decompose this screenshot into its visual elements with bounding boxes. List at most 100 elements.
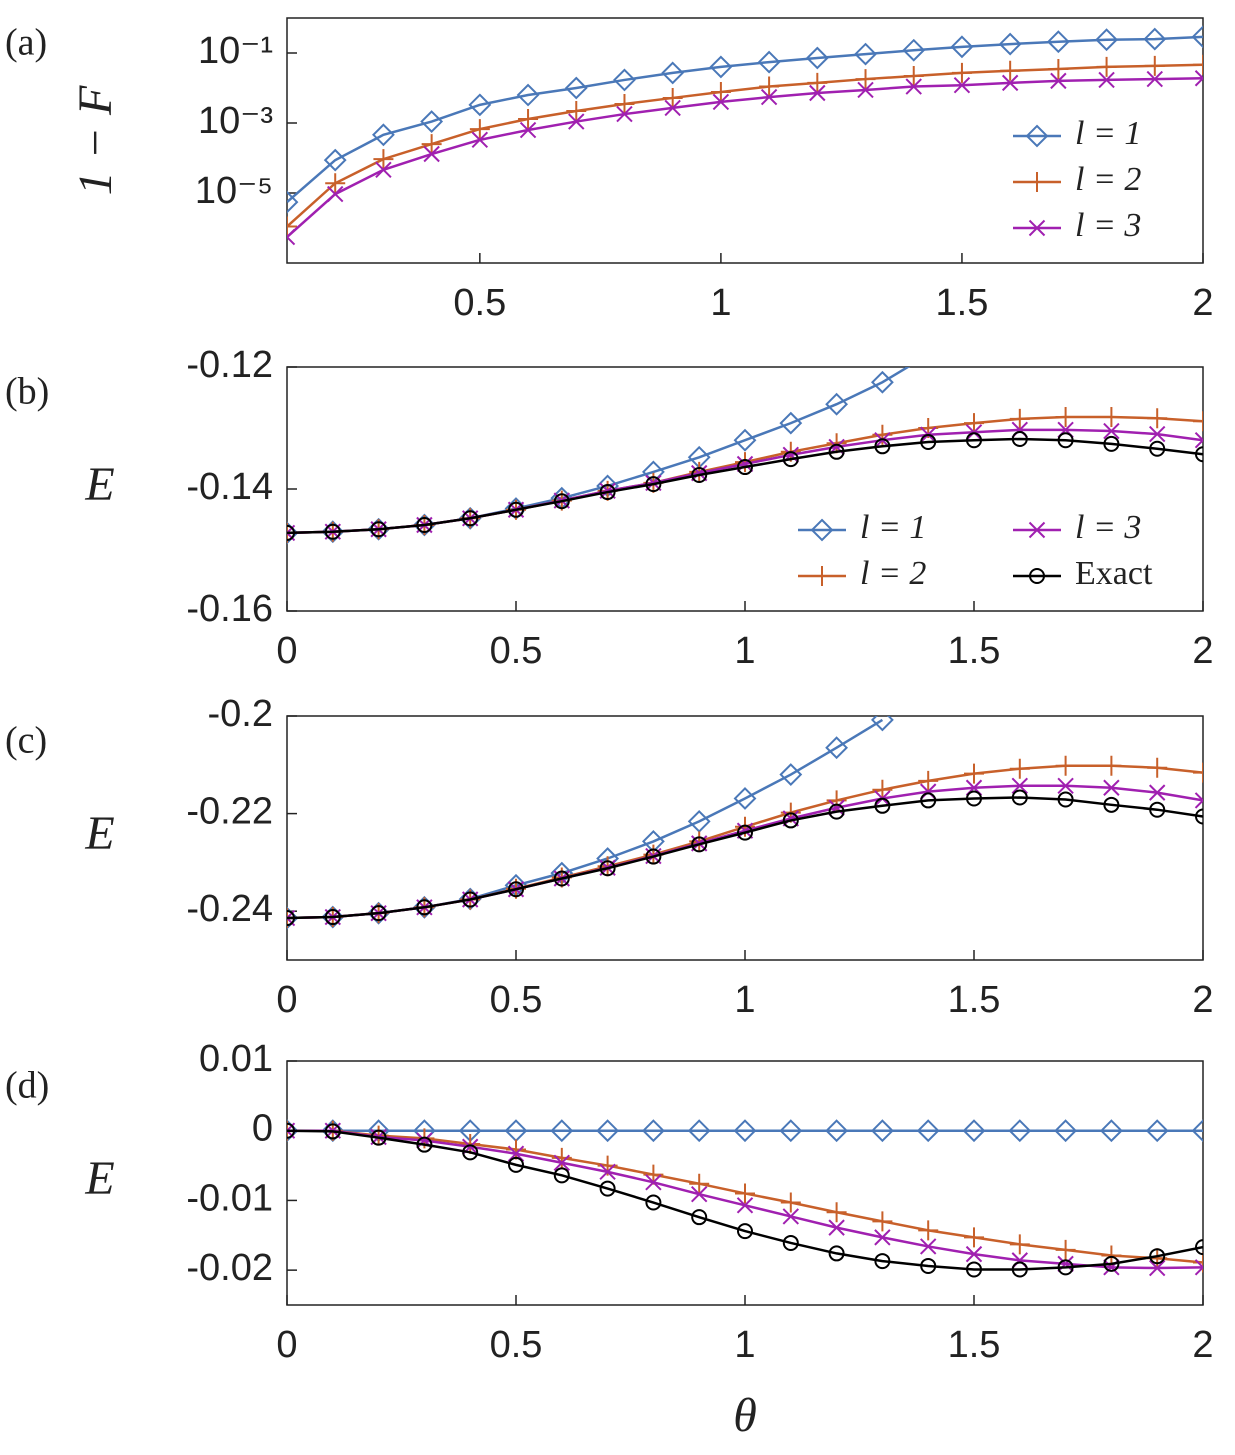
panel: (c) E 0 0.5 1 1.5 2 -0.24 -0.22 -0.2 bbox=[5, 693, 1214, 1021]
y-tick-label: -0.2 bbox=[208, 693, 273, 735]
marker bbox=[1194, 431, 1203, 449]
marker bbox=[826, 1202, 847, 1223]
marker bbox=[691, 466, 708, 483]
marker bbox=[468, 93, 492, 117]
marker bbox=[1057, 1255, 1074, 1273]
marker bbox=[508, 881, 524, 898]
marker bbox=[870, 716, 894, 732]
x-tick-label: 1 bbox=[710, 282, 731, 324]
marker bbox=[1193, 1252, 1203, 1273]
marker bbox=[902, 38, 926, 62]
marker bbox=[780, 1192, 801, 1213]
y-tick-label: -0.24 bbox=[186, 888, 273, 930]
marker bbox=[903, 66, 924, 87]
marker bbox=[689, 1173, 710, 1194]
marker bbox=[599, 860, 616, 877]
marker bbox=[1149, 801, 1166, 818]
marker bbox=[759, 76, 780, 97]
marker bbox=[324, 909, 341, 926]
marker bbox=[737, 1223, 753, 1240]
legend-label: l = 2 bbox=[1075, 161, 1141, 198]
marker bbox=[1009, 408, 1030, 429]
y-axis-label: E bbox=[84, 1152, 114, 1205]
marker bbox=[1057, 1259, 1074, 1276]
marker bbox=[964, 413, 984, 434]
marker bbox=[964, 763, 984, 784]
marker bbox=[471, 131, 489, 149]
panel-label: (b) bbox=[5, 371, 49, 413]
marker bbox=[1191, 1119, 1203, 1143]
marker bbox=[1144, 55, 1165, 76]
marker bbox=[1193, 411, 1203, 432]
marker bbox=[423, 145, 440, 163]
marker bbox=[564, 76, 588, 100]
marker bbox=[1148, 1259, 1166, 1277]
marker bbox=[324, 523, 341, 540]
series-line bbox=[287, 76, 1203, 239]
marker bbox=[828, 803, 845, 820]
marker bbox=[1147, 408, 1168, 429]
marker bbox=[662, 87, 683, 108]
marker bbox=[553, 493, 570, 510]
marker bbox=[953, 77, 971, 94]
x-tick-label: 1.5 bbox=[948, 1324, 1001, 1366]
marker bbox=[1101, 755, 1122, 776]
marker bbox=[1025, 124, 1049, 148]
marker bbox=[1148, 425, 1166, 443]
marker bbox=[287, 190, 299, 214]
marker bbox=[760, 88, 778, 106]
marker bbox=[1011, 777, 1029, 794]
marker bbox=[826, 433, 847, 454]
marker bbox=[854, 42, 877, 66]
marker bbox=[370, 905, 387, 922]
marker bbox=[506, 1139, 526, 1160]
marker bbox=[737, 459, 753, 476]
marker bbox=[1143, 27, 1167, 51]
marker bbox=[325, 173, 346, 194]
marker bbox=[735, 1183, 755, 1204]
marker bbox=[782, 812, 799, 829]
legend-label: l = 1 bbox=[860, 509, 926, 546]
marker bbox=[998, 32, 1022, 56]
marker bbox=[736, 1197, 754, 1214]
x-tick-label: 0.5 bbox=[453, 282, 506, 324]
y-axis-label: E bbox=[84, 458, 114, 511]
marker bbox=[857, 81, 874, 99]
marker bbox=[599, 484, 616, 501]
marker bbox=[508, 501, 524, 518]
y-tick-label: -0.22 bbox=[186, 791, 273, 833]
marker bbox=[782, 451, 799, 468]
marker bbox=[1099, 1119, 1123, 1143]
legend-label: l = 3 bbox=[1075, 509, 1141, 546]
marker bbox=[757, 50, 781, 74]
marker bbox=[323, 148, 347, 172]
marker bbox=[874, 438, 891, 455]
marker bbox=[1057, 791, 1074, 808]
marker bbox=[916, 1119, 940, 1143]
x-tick-label: 0 bbox=[276, 1324, 297, 1366]
marker bbox=[870, 370, 894, 394]
marker bbox=[1195, 446, 1203, 463]
x-tick-label: 2 bbox=[1192, 979, 1213, 1021]
y-tick-label: 10⁻⁵ bbox=[195, 170, 273, 212]
marker bbox=[825, 736, 849, 760]
marker bbox=[614, 93, 635, 114]
y-tick-label: -0.02 bbox=[186, 1247, 273, 1289]
marker bbox=[805, 46, 829, 70]
marker bbox=[855, 69, 876, 90]
marker bbox=[664, 99, 681, 117]
marker bbox=[874, 1253, 891, 1270]
panel-label: (d) bbox=[5, 1065, 49, 1107]
marker bbox=[1149, 1248, 1166, 1265]
marker bbox=[919, 1238, 937, 1255]
marker bbox=[710, 81, 731, 102]
marker bbox=[920, 792, 937, 809]
marker bbox=[1001, 74, 1019, 92]
marker bbox=[733, 428, 757, 452]
marker bbox=[421, 134, 442, 155]
marker bbox=[1146, 70, 1163, 88]
x-tick-label: 1 bbox=[734, 1324, 755, 1366]
marker bbox=[1011, 430, 1028, 447]
marker bbox=[420, 110, 444, 133]
marker bbox=[599, 1163, 616, 1181]
